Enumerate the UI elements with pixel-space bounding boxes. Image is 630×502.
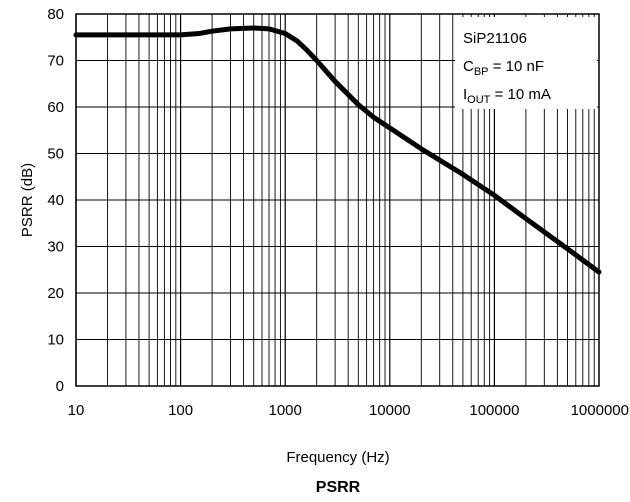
annotation-iout-value: = 10 mA <box>490 86 550 103</box>
chart-title: PSRR <box>316 479 361 496</box>
x-tick-label: 1000 <box>269 402 302 419</box>
x-axis-title: Frequency (Hz) <box>286 449 389 466</box>
x-tick-label: 1000000 <box>571 402 629 419</box>
annotation-cbp-symbol: C <box>463 58 474 75</box>
x-tick-label: 10000 <box>369 402 411 419</box>
x-tick-label: 100000 <box>469 402 519 419</box>
annotation-cbp-value: = 10 nF <box>489 58 544 75</box>
y-tick-label: 50 <box>47 146 64 163</box>
y-tick-label: 30 <box>47 239 64 256</box>
y-tick-label: 60 <box>47 99 64 116</box>
psrr-series-line <box>73 25 602 275</box>
grid-lines <box>75 13 599 387</box>
y-tick-labels: 0 10 20 30 40 50 60 70 80 <box>47 6 64 395</box>
annotation-part-number: SiP21106 <box>463 30 527 47</box>
y-tick-label: 20 <box>47 285 64 302</box>
y-axis-title: PSRR (dB) <box>19 163 36 237</box>
legend-box-background <box>455 17 597 109</box>
y-tick-label: 40 <box>47 192 64 209</box>
y-tick-label: 70 <box>47 53 64 70</box>
annotation-cbp-subscript: BP <box>474 66 489 78</box>
annotation-box: SiP21106 CBP = 10 nF IOUT = 10 mA <box>463 30 551 106</box>
x-tick-label: 10 <box>68 402 85 419</box>
annotation-iout-subscript: OUT <box>467 94 491 106</box>
y-tick-label: 10 <box>47 332 64 349</box>
x-tick-labels: 10 100 1000 10000 100000 1000000 <box>68 402 629 419</box>
x-tick-label: 100 <box>168 402 193 419</box>
plot-frame <box>75 13 600 387</box>
annotation-cbp: CBP = 10 nF <box>463 58 544 78</box>
annotation-iout-symbol: I <box>463 86 467 103</box>
annotation-iout: IOUT = 10 mA <box>463 86 551 106</box>
y-tick-label: 0 <box>56 378 64 395</box>
y-tick-label: 80 <box>47 6 64 23</box>
